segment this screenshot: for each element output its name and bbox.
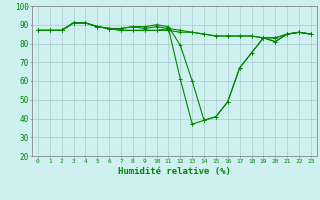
- X-axis label: Humidité relative (%): Humidité relative (%): [118, 167, 231, 176]
